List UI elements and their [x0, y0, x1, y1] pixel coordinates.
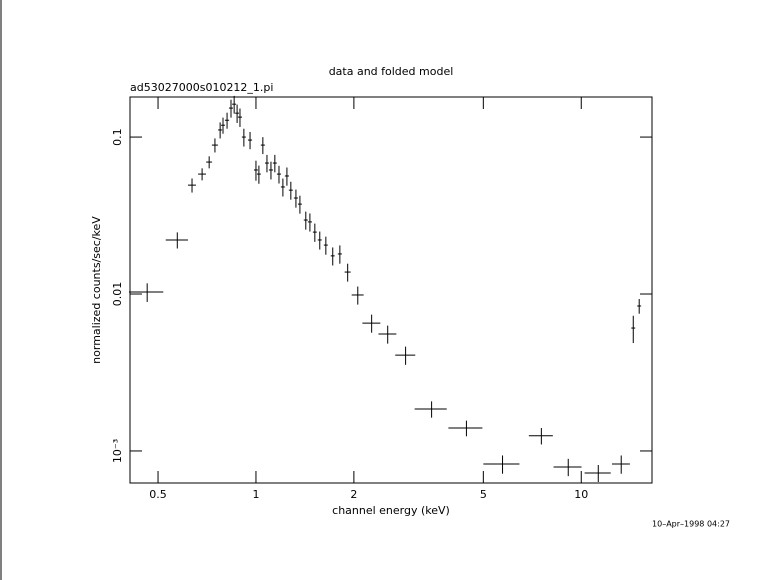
x-tick-label: 5 — [480, 488, 487, 501]
x-tick-label: 0.5 — [149, 488, 167, 501]
y-axis-label: normalized counts/sec/keV — [90, 216, 103, 364]
chart-subtitle: ad53027000s010212_1.pi — [130, 81, 273, 94]
x-tick-label: 2 — [350, 488, 357, 501]
x-tick-label: 10 — [574, 488, 588, 501]
plot-frame — [129, 96, 653, 484]
y-tick-label: 0.1 — [111, 128, 124, 146]
y-tick-label: 0.01 — [111, 282, 124, 307]
x-tick-label: 1 — [252, 488, 259, 501]
y-tick-label: 10⁻³ — [111, 439, 124, 463]
chart-title: data and folded model — [329, 65, 454, 78]
timestamp: 10–Apr–1998 04:27 — [652, 520, 730, 529]
x-axis-label: channel energy (keV) — [332, 504, 450, 517]
